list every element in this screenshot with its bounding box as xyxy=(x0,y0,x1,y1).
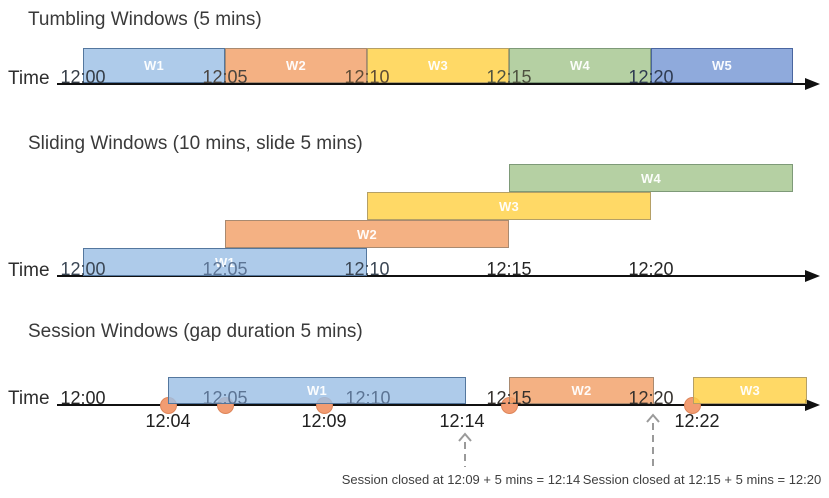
tick-label: 12:05 xyxy=(202,259,248,279)
timeline xyxy=(57,275,806,277)
tick-label: 12:10 xyxy=(344,259,390,279)
sliding-time-axis-label: Time xyxy=(8,260,50,281)
window-label-w5: W5 xyxy=(711,58,733,73)
tick-label: 12:00 xyxy=(60,67,106,87)
tick-label: 12:05 xyxy=(202,67,248,87)
tick-label: 12:05 xyxy=(202,388,248,408)
window-label-w1: W1 xyxy=(306,383,328,398)
window-label-w3: W3 xyxy=(498,198,520,214)
window-label-w3: W3 xyxy=(427,58,449,73)
tick-label: 12:20 xyxy=(628,67,674,87)
tick-label: 12:15 xyxy=(486,259,532,279)
session-closed-note: Session closed at 12:09 + 5 mins = 12:14 xyxy=(341,472,581,487)
tick-label: 12:10 xyxy=(345,388,391,408)
window-bar-w4: W4 xyxy=(509,164,793,192)
window-bar-w1: W1 xyxy=(83,48,225,83)
window-bar-w1: W1 xyxy=(168,377,466,404)
window-bar-w4: W4 xyxy=(509,48,651,83)
timeline-arrowhead-icon xyxy=(805,399,820,411)
window-label-w2: W2 xyxy=(285,58,307,73)
session-windows-title: Session Windows (gap duration 5 mins) xyxy=(28,321,363,342)
window-bar-w2: W2 xyxy=(225,220,509,248)
window-bar-w2: W2 xyxy=(225,48,367,83)
tick-label: 12:00 xyxy=(60,388,106,408)
tick-label: 12:20 xyxy=(628,388,674,408)
timeline-arrowhead-icon xyxy=(805,78,820,90)
window-label-w1: W1 xyxy=(214,254,236,270)
tick-label: 12:20 xyxy=(628,259,674,279)
window-bar-w5: W5 xyxy=(651,48,793,83)
window-label-w4: W4 xyxy=(640,170,662,186)
tumbling-windows-title: Tumbling Windows (5 mins) xyxy=(28,9,262,30)
timeline xyxy=(57,83,806,85)
session-closed-note: Session closed at 12:15 + 5 mins = 12:20 xyxy=(582,472,822,487)
sliding-windows-title: Sliding Windows (10 mins, slide 5 mins) xyxy=(28,133,363,154)
tick-label: 12:10 xyxy=(344,67,390,87)
window-label-w1: W1 xyxy=(143,58,165,73)
event-time-label: 12:14 xyxy=(439,411,485,431)
tumbling-time-axis-label: Time xyxy=(8,68,50,89)
tick-label: 12:15 xyxy=(486,388,532,408)
event-time-label: 12:09 xyxy=(301,411,347,431)
session-closed-arrow-icon xyxy=(457,432,473,473)
window-bar-w3: W3 xyxy=(693,377,807,404)
event-time-label: 12:22 xyxy=(674,411,720,431)
window-label-w4: W4 xyxy=(569,58,591,73)
window-label-w3: W3 xyxy=(739,383,761,398)
tick-label: 12:00 xyxy=(60,259,106,279)
window-bar-w3: W3 xyxy=(367,192,651,220)
session-time-axis-label: Time xyxy=(8,388,50,409)
window-bar-w1: W1 xyxy=(83,248,367,276)
timeline-arrowhead-icon xyxy=(805,270,820,282)
window-bar-w3: W3 xyxy=(367,48,509,83)
tick-label: 12:15 xyxy=(486,67,532,87)
timeline xyxy=(57,404,806,406)
window-label-w2: W2 xyxy=(356,226,378,242)
session-closed-arrow-icon xyxy=(645,413,661,473)
window-label-w2: W2 xyxy=(571,383,592,398)
window-bar-w2: W2 xyxy=(509,377,654,404)
event-time-label: 12:04 xyxy=(145,411,191,431)
